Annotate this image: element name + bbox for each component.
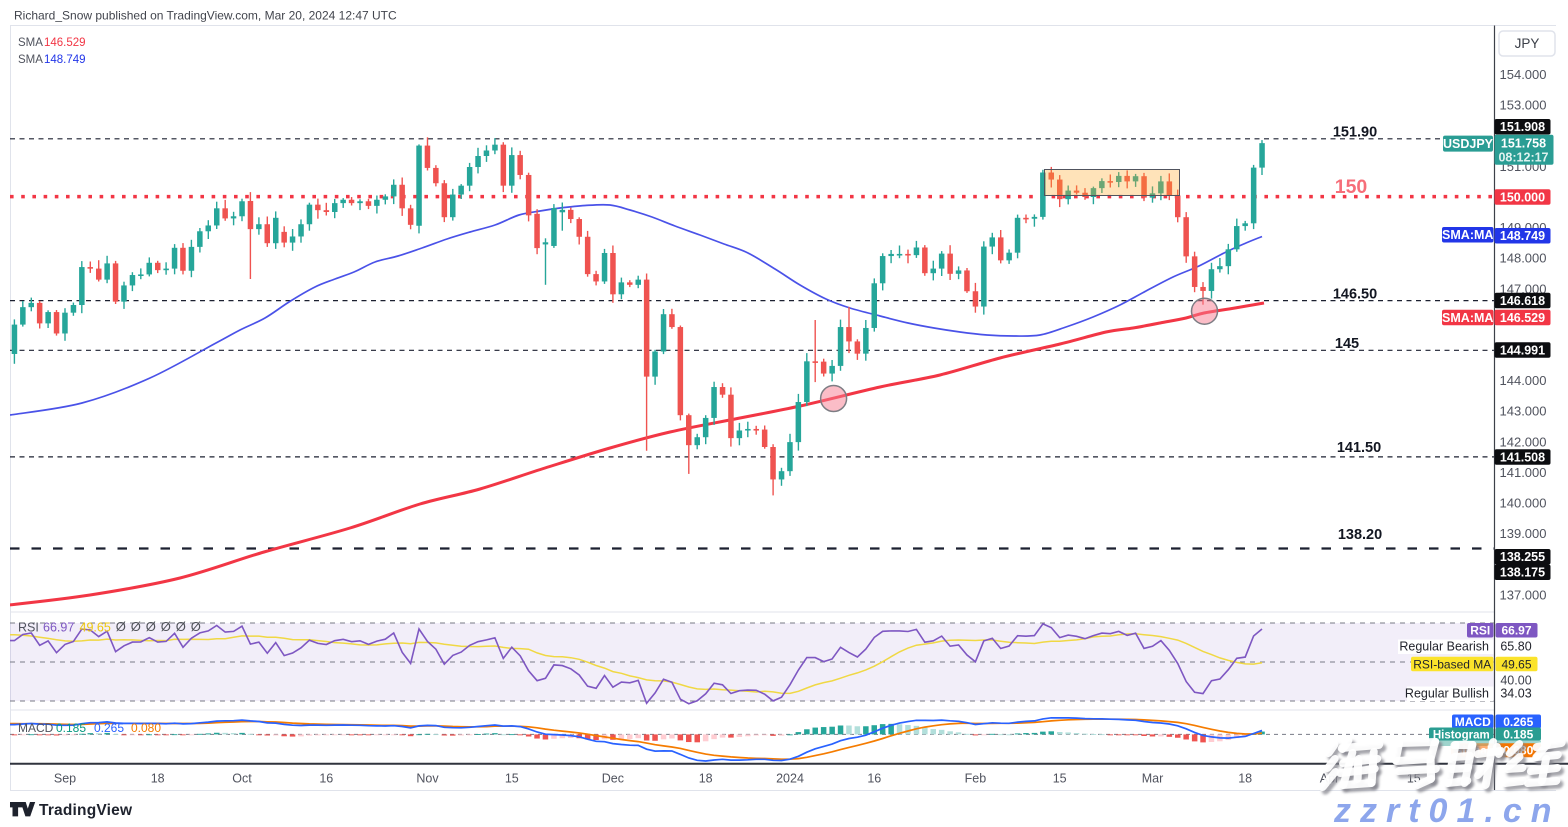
svg-text:RSI-based MA: RSI-based MA <box>1413 657 1491 671</box>
svg-text:18: 18 <box>699 772 713 786</box>
svg-text:0.185: 0.185 <box>1503 727 1533 741</box>
svg-text:141.000: 141.000 <box>1500 465 1547 480</box>
svg-text:148.000: 148.000 <box>1500 251 1547 266</box>
svg-text:145: 145 <box>1335 336 1359 352</box>
svg-text:141.508: 141.508 <box>1500 450 1545 464</box>
svg-text:16: 16 <box>319 772 333 786</box>
svg-text:16: 16 <box>867 772 881 786</box>
svg-text:MACD: MACD <box>1455 715 1491 729</box>
svg-text:34.03: 34.03 <box>1500 687 1531 701</box>
svg-text:148.749: 148.749 <box>1500 229 1545 243</box>
svg-text:146.529: 146.529 <box>1500 311 1545 325</box>
svg-text:144.000: 144.000 <box>1500 373 1547 388</box>
svg-text:15: 15 <box>1053 772 1067 786</box>
svg-text:Sep: Sep <box>54 772 76 786</box>
svg-text:140.000: 140.000 <box>1500 496 1547 511</box>
svg-text:Ø: Ø <box>176 619 186 634</box>
svg-text:141.50: 141.50 <box>1337 440 1381 456</box>
svg-text:40.00: 40.00 <box>1500 674 1531 688</box>
svg-text:JPY: JPY <box>1515 36 1540 51</box>
svg-text:151.90: 151.90 <box>1333 125 1377 141</box>
svg-text:150: 150 <box>1335 176 1368 198</box>
svg-text:zzrt01.cn: zzrt01.cn <box>1333 792 1561 827</box>
svg-text:Oct: Oct <box>232 772 252 786</box>
svg-text:TradingView: TradingView <box>39 802 133 819</box>
svg-text:Regular Bearish: Regular Bearish <box>1399 640 1489 654</box>
svg-text:66.97: 66.97 <box>1501 624 1531 638</box>
svg-text:143.000: 143.000 <box>1500 404 1547 419</box>
svg-text:0.185: 0.185 <box>56 721 86 735</box>
svg-text:0.265: 0.265 <box>1503 715 1533 729</box>
svg-text:Histogram: Histogram <box>1433 729 1490 741</box>
svg-text:49.65: 49.65 <box>1501 657 1531 671</box>
svg-text:18: 18 <box>151 772 165 786</box>
svg-text:2024: 2024 <box>776 772 804 786</box>
svg-text:Regular Bullish: Regular Bullish <box>1405 687 1489 701</box>
svg-text:MACD: MACD <box>18 721 54 735</box>
svg-text:Dec: Dec <box>602 772 624 786</box>
svg-text:151.758: 151.758 <box>1501 137 1546 151</box>
svg-text:151.908: 151.908 <box>1500 120 1545 134</box>
svg-text:RSI: RSI <box>1470 624 1490 638</box>
svg-text:66.97: 66.97 <box>43 621 74 635</box>
svg-text:153.000: 153.000 <box>1500 98 1547 113</box>
svg-text:154.000: 154.000 <box>1500 67 1547 82</box>
svg-text:138.20: 138.20 <box>1338 527 1382 543</box>
svg-text:147.000: 147.000 <box>1500 281 1547 296</box>
svg-text:Feb: Feb <box>965 772 987 786</box>
svg-text:138.175: 138.175 <box>1500 566 1545 580</box>
svg-text:Ø: Ø <box>161 619 171 634</box>
svg-text:144.991: 144.991 <box>1500 343 1545 357</box>
svg-text:Richard_Snow published on Trad: Richard_Snow published on TradingView.co… <box>14 9 397 23</box>
svg-text:142.000: 142.000 <box>1500 434 1547 449</box>
svg-text:148.749: 148.749 <box>44 54 86 66</box>
svg-text:Ø: Ø <box>116 619 126 634</box>
svg-text:0.080: 0.080 <box>131 721 161 735</box>
svg-text:Ø: Ø <box>146 619 156 634</box>
svg-text:SMA:MA: SMA:MA <box>1442 311 1493 325</box>
svg-text:USDJPY: USDJPY <box>1443 137 1494 151</box>
svg-text:146.618: 146.618 <box>1500 294 1545 308</box>
svg-text:SMA:MA: SMA:MA <box>1442 228 1493 242</box>
svg-text:Mar: Mar <box>1142 772 1164 786</box>
svg-text:65.80: 65.80 <box>1500 640 1531 654</box>
svg-text:0.265: 0.265 <box>94 721 124 735</box>
svg-text:49.65: 49.65 <box>80 621 111 635</box>
svg-text:RSI: RSI <box>18 621 39 635</box>
svg-text:15: 15 <box>505 772 519 786</box>
svg-text:08:12:17: 08:12:17 <box>1498 151 1548 165</box>
svg-text:137.000: 137.000 <box>1500 587 1547 602</box>
svg-text:139.000: 139.000 <box>1500 526 1547 541</box>
svg-text:146.529: 146.529 <box>44 37 86 49</box>
svg-text:Ø: Ø <box>131 619 141 634</box>
svg-text:138.255: 138.255 <box>1500 550 1545 564</box>
svg-text:Ø: Ø <box>191 619 201 634</box>
svg-text:SMA: SMA <box>18 37 43 49</box>
svg-text:Nov: Nov <box>416 772 439 786</box>
svg-text:18: 18 <box>1238 772 1252 786</box>
svg-text:146.50: 146.50 <box>1333 287 1377 303</box>
svg-text:SMA: SMA <box>18 54 43 66</box>
svg-text:150.000: 150.000 <box>1500 190 1545 204</box>
